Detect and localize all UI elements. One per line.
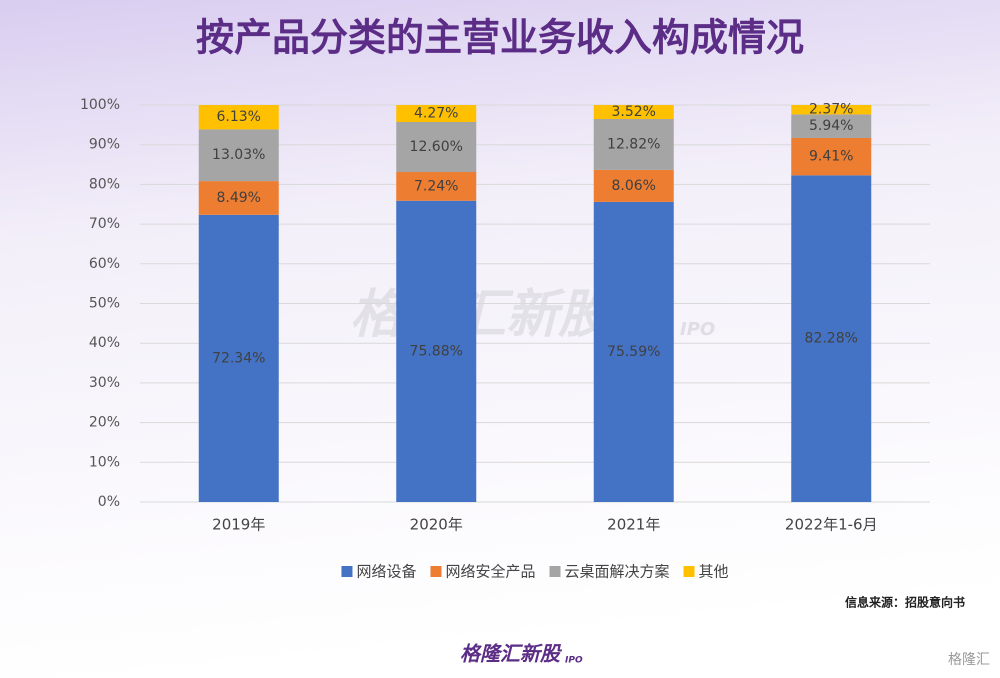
bar-segment bbox=[396, 105, 477, 122]
x-tick-label: 2019年 bbox=[212, 516, 265, 534]
x-tick-label: 2022年1-6月 bbox=[785, 516, 878, 534]
data-label: 3.52% bbox=[612, 104, 656, 120]
data-label: 7.24% bbox=[414, 178, 458, 194]
y-tick-label: 100% bbox=[80, 97, 120, 113]
corner-logo: 格隆汇 bbox=[948, 652, 990, 668]
data-label: 4.27% bbox=[414, 106, 458, 122]
footer-logo: 格隆汇新股 bbox=[460, 642, 562, 666]
watermark: 格隆汇新股 bbox=[350, 285, 616, 345]
bar-segment bbox=[396, 200, 477, 502]
bar-segment bbox=[396, 172, 477, 201]
bar-segment bbox=[593, 105, 674, 120]
y-tick-label: 80% bbox=[89, 176, 120, 192]
data-label: 8.06% bbox=[612, 178, 656, 194]
data-label: 75.88% bbox=[410, 343, 463, 359]
y-tick-label: 20% bbox=[89, 415, 120, 431]
legend-swatch bbox=[683, 566, 695, 577]
bar-segment bbox=[198, 129, 279, 182]
data-label: 8.49% bbox=[217, 190, 261, 206]
bar-segment bbox=[198, 214, 279, 503]
data-label: 75.59% bbox=[607, 344, 660, 360]
bar-segment bbox=[593, 119, 674, 170]
source-note: 信息来源：招股意向书 bbox=[845, 595, 965, 610]
y-tick-label: 0% bbox=[98, 494, 120, 510]
bar-segment bbox=[198, 105, 279, 130]
data-label: 2.37% bbox=[809, 102, 853, 118]
legend-label: 网络安全产品 bbox=[445, 563, 535, 581]
legend-swatch bbox=[341, 566, 353, 577]
data-label: 72.34% bbox=[212, 350, 265, 366]
bar-segment bbox=[791, 114, 872, 138]
data-label: 12.60% bbox=[410, 139, 463, 155]
bar-segment bbox=[791, 175, 872, 503]
bar-segment bbox=[593, 169, 674, 202]
bar-segment bbox=[198, 181, 279, 215]
y-tick-label: 40% bbox=[89, 335, 120, 351]
legend-label: 网络设备 bbox=[356, 563, 416, 581]
y-tick-label: 50% bbox=[89, 296, 120, 312]
data-label: 13.03% bbox=[212, 147, 265, 163]
x-tick-label: 2020年 bbox=[410, 516, 463, 534]
plot: 0% 10% 20% 30% 40% 50% 60% 70% 80% 90% 100% 2019年 72… bbox=[80, 97, 930, 581]
y-tick-label: 60% bbox=[89, 256, 120, 272]
y-tick-label: 70% bbox=[89, 216, 120, 232]
data-label: 82.28% bbox=[805, 331, 858, 347]
data-label: 9.41% bbox=[809, 149, 853, 165]
bar-segment bbox=[396, 121, 477, 173]
data-label: 5.94% bbox=[809, 118, 853, 134]
legend-swatch bbox=[430, 566, 442, 577]
legend-swatch bbox=[549, 566, 561, 577]
legend-label: 云桌面解决方案 bbox=[565, 563, 670, 581]
footer-tag: IPO bbox=[565, 656, 583, 666]
data-label: 12.82% bbox=[607, 136, 660, 152]
bar-segment bbox=[791, 105, 872, 115]
x-tick-label: 2021年 bbox=[607, 516, 660, 534]
bar-segment bbox=[593, 201, 674, 502]
data-label: 6.13% bbox=[217, 109, 261, 125]
y-tick-label: 90% bbox=[89, 137, 120, 153]
y-tick-label: 10% bbox=[89, 454, 120, 470]
bar-segment bbox=[791, 137, 872, 176]
legend-label: 其他 bbox=[699, 563, 729, 581]
watermark-tag: IPO bbox=[680, 319, 715, 340]
y-tick-label: 30% bbox=[89, 375, 120, 391]
chart-title: 按产品分类的主营业务收入构成情况 bbox=[196, 16, 804, 60]
